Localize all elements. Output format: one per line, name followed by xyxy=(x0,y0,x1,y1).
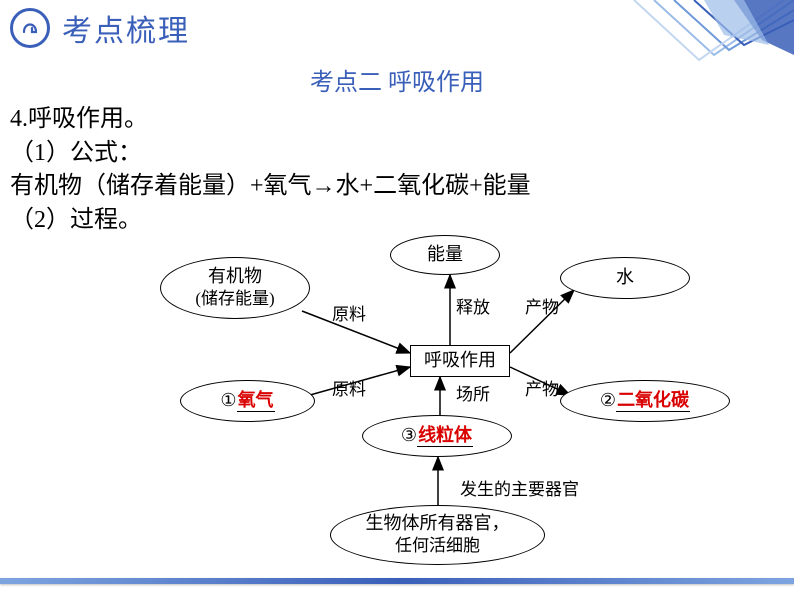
line-2: （1）公式： xyxy=(10,137,784,171)
node-organs: 生物体所有器官，任何活细胞 xyxy=(330,505,545,565)
footer-divider xyxy=(0,578,794,584)
node-energy: 能量 xyxy=(390,235,500,275)
edge-label-0: 原料 xyxy=(332,300,366,325)
node-organic: 有机物(储存能量) xyxy=(160,257,310,319)
logo-icon xyxy=(10,8,50,48)
header: 考点梳理 xyxy=(0,0,794,56)
node-oxygen: ①氧气 xyxy=(180,380,315,422)
node-center: 呼吸作用 xyxy=(410,345,510,377)
node-water: 水 xyxy=(560,257,690,299)
edge-label-3: 产物 xyxy=(525,293,559,318)
corner-decoration xyxy=(594,0,794,90)
edge-label-5: 场所 xyxy=(456,380,490,405)
node-mito: ③线粒体 xyxy=(362,415,512,457)
edge-label-6: 发生的主要器官 xyxy=(460,475,579,500)
body-text: 4.呼吸作用。 （1）公式： 有机物（储存着能量）+氧气→水+二氧化碳+能量 （… xyxy=(0,97,794,237)
line-1: 4.呼吸作用。 xyxy=(10,103,784,137)
header-title: 考点梳理 xyxy=(62,6,190,50)
edge-label-2: 释放 xyxy=(456,293,490,318)
process-diagram: 呼吸作用 有机物(储存能量) 能量水 ①氧气 ②二氧化碳 ③线粒体生物体所有器官，任何活细… xyxy=(130,235,740,565)
edge-label-1: 原料 xyxy=(332,375,366,400)
line-3: 有机物（储存着能量）+氧气→水+二氧化碳+能量 xyxy=(10,170,784,204)
node-co2: ②二氧化碳 xyxy=(560,380,730,422)
line-4: （2）过程。 xyxy=(10,204,784,238)
edge-label-4: 产物 xyxy=(525,375,559,400)
